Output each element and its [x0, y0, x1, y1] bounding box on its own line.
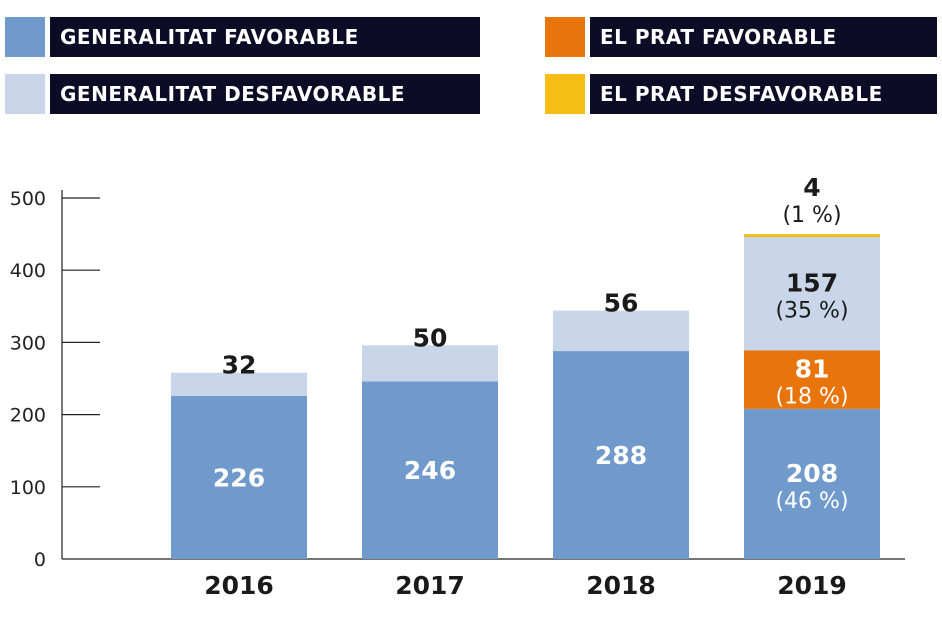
x-tick-label-2017: 2017 — [395, 571, 465, 600]
bar-2019-segment-0 — [744, 408, 880, 559]
legend-swatch-generalitat-favorable — [5, 17, 45, 57]
data-label-2019-3: 4 — [803, 173, 820, 202]
x-tick-label-2016: 2016 — [204, 571, 274, 600]
y-tick-label-200: 200 — [10, 405, 46, 427]
bar-2017-segment-1 — [362, 345, 498, 382]
bar-2019-segment-2 — [744, 236, 880, 351]
legend-item-el-prat-desfavorable: EL PRAT DESFAVORABLE — [545, 74, 937, 114]
data-label-2019-1: 81 — [795, 355, 830, 384]
legend-label-generalitat-favorable: GENERALITAT FAVORABLE — [50, 17, 480, 57]
data-pct-label-2019-2: (35 %) — [775, 299, 848, 324]
data-label-2016-1: 32 — [222, 351, 257, 380]
y-tick-label-0: 0 — [34, 549, 46, 571]
data-label-2019-0: 208 — [786, 459, 838, 488]
bar-2016-segment-0 — [171, 395, 307, 559]
legend-item-generalitat-favorable: GENERALITAT FAVORABLE — [5, 17, 480, 57]
data-label-2018-0: 288 — [595, 441, 647, 470]
x-tick-label-2019: 2019 — [777, 571, 847, 600]
data-label-2016-0: 226 — [213, 463, 265, 492]
bar-2017-segment-0 — [362, 381, 498, 559]
bar-2019-segment-3 — [744, 234, 880, 237]
data-label-2019-2: 157 — [786, 269, 838, 298]
bar-2019-segment-1 — [744, 350, 880, 409]
bar-2016-segment-1 — [171, 372, 307, 396]
y-tick-label-100: 100 — [10, 477, 46, 499]
data-label-2017-1: 50 — [413, 323, 448, 352]
y-tick-label-300: 300 — [10, 332, 46, 354]
x-tick-label-2018: 2018 — [586, 571, 656, 600]
legend-swatch-el-prat-favorable — [545, 17, 585, 57]
legend-label-el-prat-desfavorable: EL PRAT DESFAVORABLE — [590, 74, 937, 114]
data-pct-label-2019-3: (1 %) — [782, 203, 841, 228]
data-label-2018-1: 56 — [604, 289, 639, 318]
y-tick-label-500: 500 — [10, 188, 46, 210]
y-tick-label-400: 400 — [10, 260, 46, 282]
legend-label-el-prat-favorable: EL PRAT FAVORABLE — [590, 17, 937, 57]
bar-2018-segment-0 — [553, 351, 689, 559]
legend-swatch-generalitat-desfavorable — [5, 74, 45, 114]
legend-item-el-prat-favorable: EL PRAT FAVORABLE — [545, 17, 937, 57]
legend-item-generalitat-desfavorable: GENERALITAT DESFAVORABLE — [5, 74, 480, 114]
data-pct-label-2019-0: (46 %) — [775, 489, 848, 514]
data-pct-label-2019-1: (18 %) — [775, 385, 848, 410]
bar-2018-segment-1 — [553, 310, 689, 352]
legend-label-generalitat-desfavorable: GENERALITAT DESFAVORABLE — [50, 74, 480, 114]
legend-swatch-el-prat-desfavorable — [545, 74, 585, 114]
data-label-2017-0: 246 — [404, 456, 456, 485]
